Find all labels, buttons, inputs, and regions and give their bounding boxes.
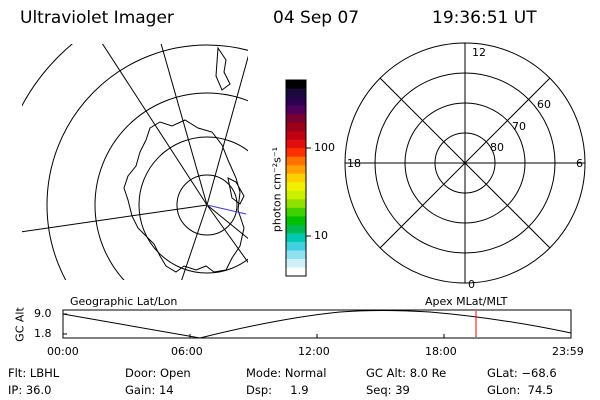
color-bar-band xyxy=(286,233,306,243)
color-bar-band xyxy=(286,224,306,234)
mlat-label-80: 80 xyxy=(490,141,504,154)
lat-circle-4 xyxy=(46,44,248,280)
x-tick-label-24: 23:59 xyxy=(552,345,584,358)
status-glat: GLat: −68.6 xyxy=(487,366,557,380)
color-bar-band xyxy=(286,267,306,277)
color-bar-band xyxy=(286,165,306,175)
date-label: 04 Sep 07 xyxy=(273,8,360,28)
color-bar-band xyxy=(286,216,306,226)
color-bar-band xyxy=(286,131,306,141)
meridian-4 xyxy=(206,55,248,206)
status-glon: GLon: 74.5 xyxy=(487,383,554,397)
x-tick-label-18: 18:00 xyxy=(425,345,457,358)
mlt-label-6: 6 xyxy=(576,157,583,170)
color-bar-band xyxy=(286,156,306,166)
color-bar-band xyxy=(286,80,306,90)
lat-circle-1 xyxy=(176,174,238,236)
color-bar-band xyxy=(286,114,306,124)
colorbar-label-100: 100 xyxy=(314,141,335,154)
status-dsp: Dsp: 1.9 xyxy=(246,383,309,397)
color-bar-band xyxy=(286,148,306,158)
status-filter: Flt: LBHL xyxy=(8,366,60,380)
altitude-trace xyxy=(62,310,572,339)
color-bar-band xyxy=(286,250,306,260)
meridian-6 xyxy=(181,204,208,280)
x-tick-label-0: 00:00 xyxy=(47,345,79,358)
polar-plot xyxy=(344,42,586,284)
x-tick-label-12: 12:00 xyxy=(298,345,330,358)
meridian-2 xyxy=(101,44,208,206)
status-gain: Gain: 14 xyxy=(125,383,174,397)
y-axis-label: GC Alt xyxy=(13,307,27,342)
color-bar-band xyxy=(286,190,306,200)
lat-circle-2 xyxy=(138,136,248,274)
time-label: 19:36:51 UT xyxy=(432,8,537,28)
instrument-title: Ultraviolet Imager xyxy=(20,8,174,28)
color-bar-band xyxy=(286,199,306,209)
color-bar-band xyxy=(286,241,306,251)
colorbar-unit-label: photon cm⁻²s⁻¹ xyxy=(270,146,284,233)
color-bar-band xyxy=(286,207,306,217)
color-bar-frame xyxy=(285,79,307,277)
color-bar-band xyxy=(286,139,306,149)
timeline-right-title: Apex MLat/MLT xyxy=(425,295,508,308)
mlt-label-18: 18 xyxy=(347,157,361,170)
polar-diagonal-2 xyxy=(379,77,551,249)
timeline-left-title: Geographic Lat/Lon xyxy=(70,295,178,308)
meridian-3 xyxy=(160,44,208,206)
x-tick-label-6: 06:00 xyxy=(171,345,203,358)
coastline xyxy=(123,46,245,273)
timeline-frame xyxy=(62,309,572,339)
meridian-1 xyxy=(22,204,208,233)
mlat-label-60: 60 xyxy=(537,98,551,111)
status-door: Door: Open xyxy=(125,366,191,380)
status-mode: Mode: Normal xyxy=(246,366,327,380)
meridian-7 xyxy=(206,204,248,264)
color-bar-band xyxy=(286,173,306,183)
mlt-label-0: 0 xyxy=(468,278,475,291)
lat-circle-3 xyxy=(94,92,248,280)
color-bar xyxy=(286,80,306,277)
mlt-label-12: 12 xyxy=(472,46,486,59)
color-bar-band xyxy=(286,97,306,107)
color-bar-band xyxy=(286,88,306,98)
color-bar-band xyxy=(286,105,306,115)
y-tick-label-1-8: 1.8 xyxy=(34,327,52,340)
status-seq: Seq: 39 xyxy=(366,383,410,397)
color-bar-band xyxy=(286,182,306,192)
status-gc-alt: GC Alt: 8.0 Re xyxy=(366,366,447,380)
status-ip: IP: 36.0 xyxy=(8,383,52,397)
dipole-marker xyxy=(206,204,247,215)
colorbar-label-10: 10 xyxy=(314,229,328,242)
y-tick-label-9: 9.0 xyxy=(34,307,52,320)
color-bar-band xyxy=(286,258,306,268)
color-bar-band xyxy=(286,122,306,132)
mlat-label-70: 70 xyxy=(512,120,526,133)
